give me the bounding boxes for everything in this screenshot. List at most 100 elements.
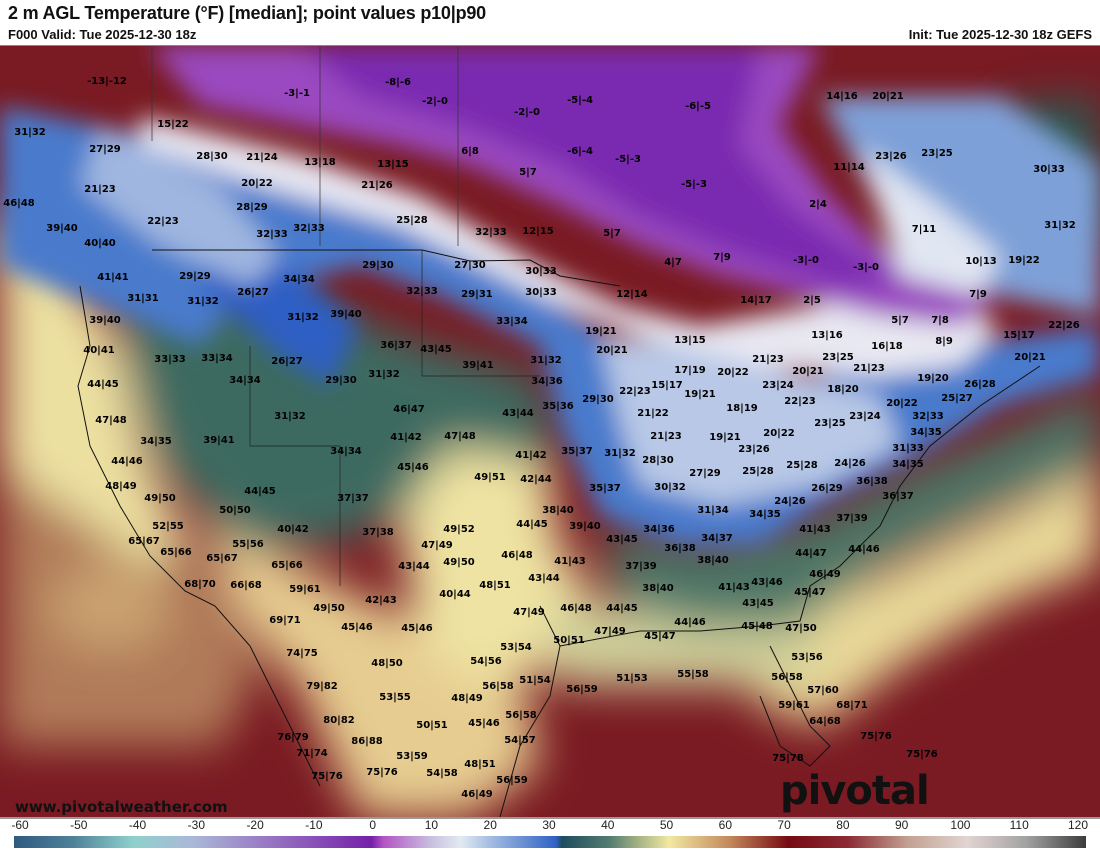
- point-value: 30|33: [525, 287, 557, 298]
- point-value: 31|31: [127, 293, 159, 304]
- point-value: 23|26: [738, 444, 770, 455]
- point-value: -2|-0: [422, 96, 448, 107]
- point-value: 42|44: [520, 474, 552, 485]
- point-value: 54|57: [504, 735, 536, 746]
- point-value: 5|7: [603, 228, 621, 239]
- point-value: 25|28: [396, 215, 428, 226]
- point-value: 43|45: [420, 344, 452, 355]
- point-value: 46|47: [393, 404, 425, 415]
- point-value: 44|46: [111, 456, 143, 467]
- point-value: 13|15: [674, 335, 706, 346]
- point-value: 26|27: [237, 287, 269, 298]
- point-value: 31|32: [368, 369, 400, 380]
- point-value: 19|21: [709, 432, 741, 443]
- point-value: 20|21: [872, 91, 904, 102]
- point-value: 66|68: [230, 580, 262, 591]
- point-value: 41|43: [799, 524, 831, 535]
- point-value: 48|50: [371, 658, 403, 669]
- point-value: 42|43: [365, 595, 397, 606]
- point-value: 37|39: [625, 561, 657, 572]
- point-value: 25|27: [941, 393, 973, 404]
- point-value: 45|47: [794, 587, 826, 598]
- point-value: 57|60: [807, 685, 839, 696]
- point-value: 56|58: [482, 681, 514, 692]
- point-value: 20|22: [886, 398, 918, 409]
- point-value: 64|68: [809, 716, 841, 727]
- point-value: 21|23: [752, 354, 784, 365]
- point-value: 8|9: [935, 336, 953, 347]
- colorbar-tick-label: 0: [369, 818, 376, 832]
- colorbar-tick-label: 10: [424, 818, 439, 832]
- point-value: 33|34: [201, 353, 233, 364]
- point-value: 40|42: [277, 524, 309, 535]
- point-value: 68|70: [184, 579, 216, 590]
- point-value: 50|50: [219, 505, 251, 516]
- point-value: 45|47: [644, 631, 676, 642]
- borders: [77, 46, 1041, 817]
- point-value: 75|76: [860, 731, 892, 742]
- colorbar-tick-label: 110: [1009, 818, 1029, 832]
- point-value: 24|26: [834, 458, 866, 469]
- point-value: 27|29: [89, 144, 121, 155]
- colorbar-gradient: [14, 836, 1086, 848]
- point-value: 30|32: [654, 482, 686, 493]
- valid-time: F000 Valid: Tue 2025-12-30 18z: [8, 27, 197, 42]
- colorbar-tick-label: 30: [542, 818, 556, 832]
- point-value: 31|32: [530, 355, 562, 366]
- point-value: 19|20: [917, 373, 949, 384]
- point-value: 16|18: [871, 341, 903, 352]
- point-value: 34|37: [701, 533, 733, 544]
- point-value: 41|41: [97, 272, 129, 283]
- point-value: 49|50: [144, 493, 176, 504]
- point-value: 22|23: [147, 216, 179, 227]
- point-value: -2|-0: [514, 107, 540, 118]
- point-value: 29|30: [325, 375, 357, 386]
- point-value: 21|23: [853, 363, 885, 374]
- point-value: 54|58: [426, 768, 458, 779]
- point-value: 34|35: [140, 436, 172, 447]
- point-value: 31|32: [187, 296, 219, 307]
- point-value: 21|22: [637, 408, 669, 419]
- point-value: 56|59: [496, 775, 528, 786]
- point-value: 46|49: [461, 789, 493, 800]
- point-value: 56|59: [566, 684, 598, 695]
- point-value: 44|45: [87, 379, 119, 390]
- point-value: 40|44: [439, 589, 471, 600]
- point-value: -3|-0: [853, 262, 879, 273]
- temperature-map[interactable]: -13|-12 -3|-1 31|32 15|22 27|29 28|30 21|24 13|…: [0, 45, 1100, 819]
- colorbar-tick-label: -60: [11, 818, 29, 832]
- colorbar-tick-label: 70: [777, 818, 791, 832]
- point-value: 49|50: [313, 603, 345, 614]
- point-value: 23|24: [762, 380, 794, 391]
- point-value: 37|37: [337, 493, 369, 504]
- point-value: -5|-3: [615, 154, 641, 165]
- point-value: 53|56: [791, 652, 823, 663]
- point-value: 65|67: [128, 536, 160, 547]
- point-value: 28|30: [642, 455, 674, 466]
- point-value: 35|37: [589, 483, 621, 494]
- init-time: Init: Tue 2025-12-30 18z GEFS: [908, 27, 1092, 42]
- point-value: 20|22: [717, 367, 749, 378]
- point-value: 75|76: [311, 771, 343, 782]
- point-value: 30|33: [1033, 164, 1065, 175]
- point-value: 32|33: [475, 227, 507, 238]
- point-value: 7|11: [911, 224, 937, 235]
- point-value: 79|82: [306, 681, 338, 692]
- point-value: 74|75: [286, 648, 318, 659]
- point-value: 4|7: [664, 257, 682, 268]
- colorbar-tick-label: 40: [601, 818, 615, 832]
- point-value: 47|49: [421, 540, 453, 551]
- point-value: 34|35: [892, 459, 924, 470]
- point-value: 47|50: [785, 623, 817, 634]
- point-value: 36|37: [380, 340, 412, 351]
- point-value: 25|28: [742, 466, 774, 477]
- point-value: 34|34: [283, 274, 315, 285]
- point-value: 53|59: [396, 751, 428, 762]
- point-value: 30|33: [525, 266, 557, 277]
- point-value: 32|33: [406, 286, 438, 297]
- point-value: 20|22: [763, 428, 795, 439]
- point-value: 13|16: [811, 330, 843, 341]
- point-value: 17|19: [674, 365, 706, 376]
- point-value: 34|35: [910, 427, 942, 438]
- point-value: 37|39: [836, 513, 868, 524]
